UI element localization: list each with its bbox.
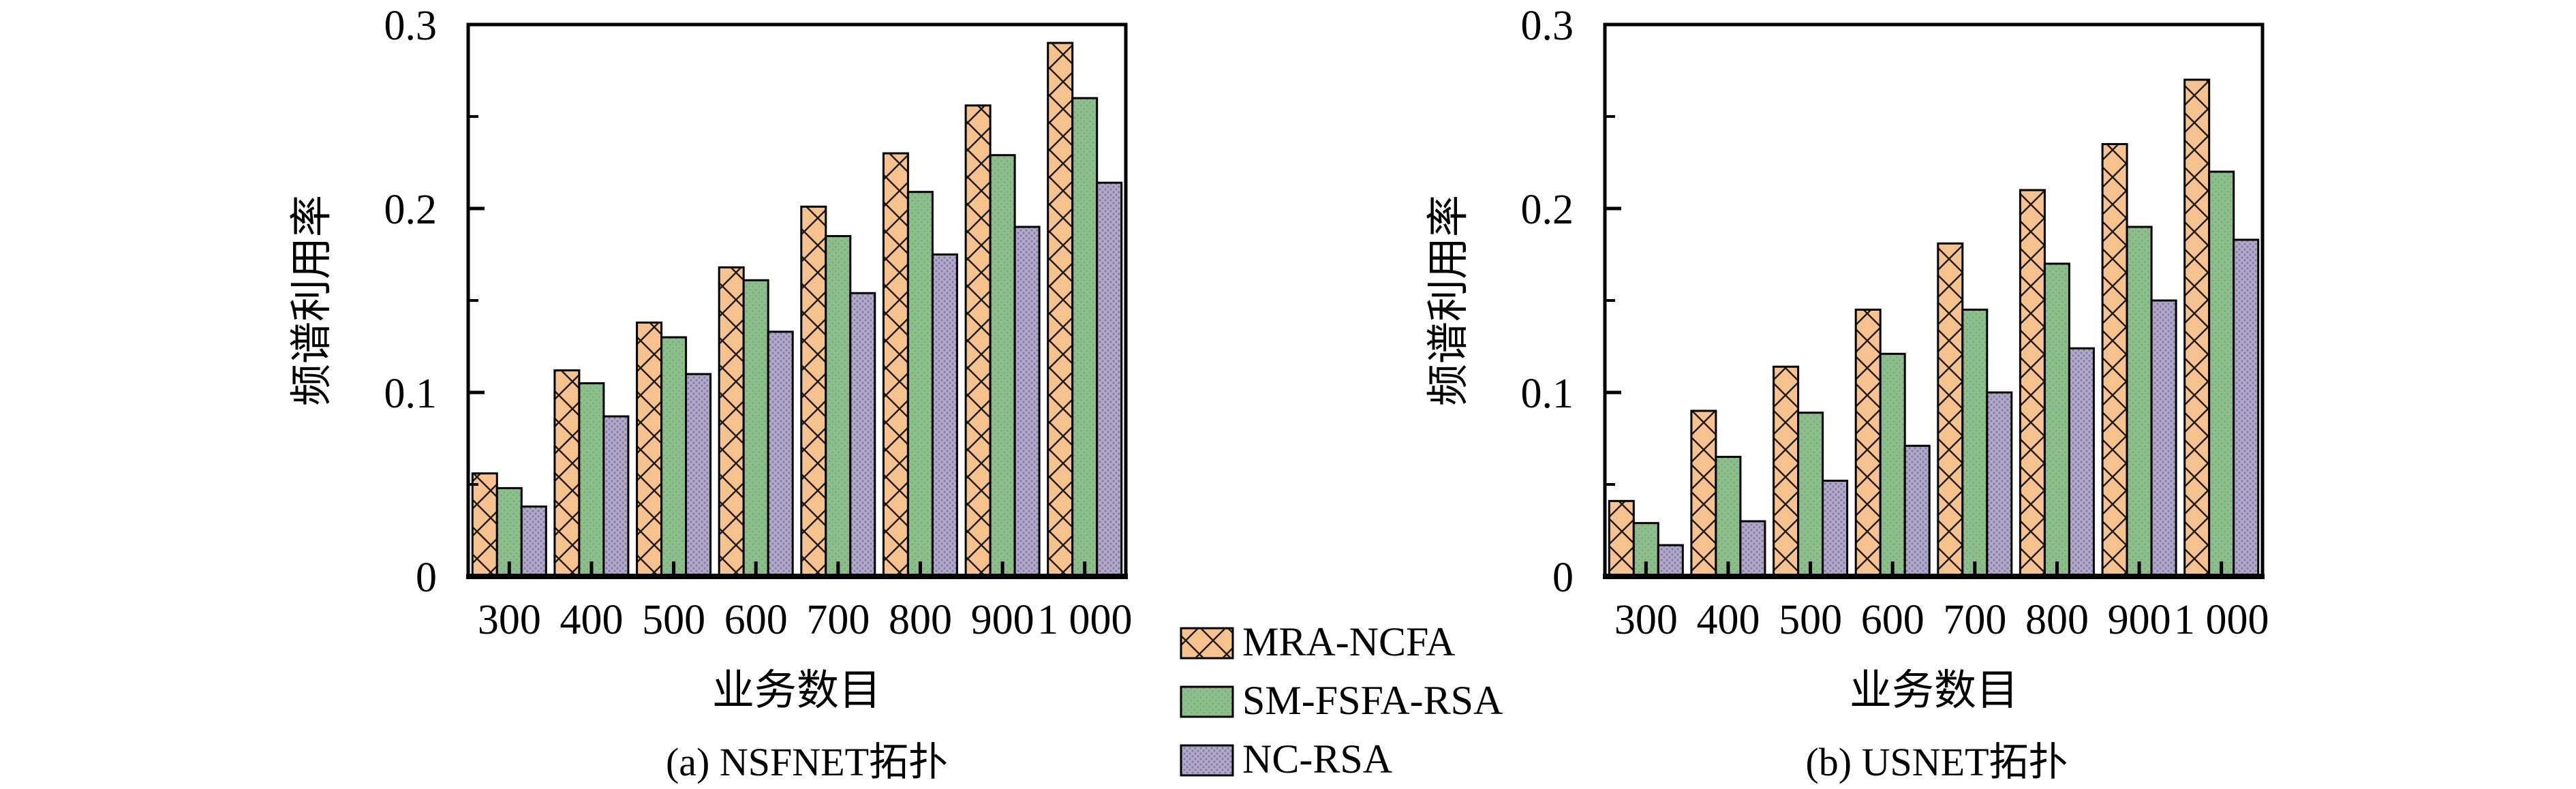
bar-SM-FSFA-RSA-800 <box>906 191 934 578</box>
bar-MRA-NCFA-500 <box>1773 365 1800 578</box>
panel-caption-a: (a) NSFNET拓扑 <box>666 740 948 784</box>
legend-label-nc-rsa: NC-RSA <box>1242 737 1392 782</box>
bar-SM-FSFA-RSA-600 <box>1879 352 1906 578</box>
bar-NC-RSA-500 <box>685 373 712 578</box>
bar-MRA-NCFA-1000 <box>1047 42 1074 578</box>
bar-MRA-NCFA-700 <box>800 205 827 578</box>
x-tick-label-1000: 1 000 <box>2174 597 2269 643</box>
y-axis-title-b: 频谱利用率 <box>1426 195 1472 406</box>
bar-MRA-NCFA-600 <box>718 266 745 578</box>
bar-NC-RSA-900 <box>2150 299 2177 578</box>
bar-SM-FSFA-RSA-900 <box>2126 226 2153 578</box>
x-tick-label-900: 900 <box>2108 597 2171 643</box>
bar-SM-FSFA-RSA-400 <box>578 382 605 578</box>
bar-NC-RSA-500 <box>1822 480 1849 578</box>
bar-SM-FSFA-RSA-500 <box>660 336 688 578</box>
x-tick-label-800: 800 <box>2025 597 2089 643</box>
bar-SM-FSFA-RSA-500 <box>1797 412 1824 578</box>
bar-MRA-NCFA-700 <box>1937 242 1964 578</box>
bar-NC-RSA-700 <box>849 292 876 578</box>
bar-MRA-NCFA-400 <box>553 369 581 578</box>
legend-label-mra-ncfa: MRA-NCFA <box>1242 619 1455 664</box>
chart-panel-a: 300 400 500 600 700 800 900 1 000 0 0.1 0.2 0.3 <box>384 3 1133 643</box>
y-tick-label-0.2: 0.2 <box>384 187 438 233</box>
bar-SM-FSFA-RSA-1000 <box>2208 170 2235 578</box>
x-tick-label-800: 800 <box>889 597 952 643</box>
x-tick-label-400: 400 <box>1696 597 1760 643</box>
x-tick-label-300: 300 <box>478 597 541 643</box>
bar-NC-RSA-600 <box>1903 444 1931 578</box>
legend-swatch-green <box>1180 685 1234 718</box>
bar-NC-RSA-400 <box>1739 520 1766 578</box>
x-tick-label-600: 600 <box>1861 597 1925 643</box>
y-tick-label-0: 0 <box>1552 555 1574 601</box>
y-tick-label-0: 0 <box>416 555 437 601</box>
bar-SM-FSFA-RSA-400 <box>1715 456 1742 578</box>
x-tick-label-600: 600 <box>724 597 788 643</box>
legend: MRA-NCFA SM-FSFA-RSA NC-RSA <box>1180 619 1503 782</box>
x-tick-label-700: 700 <box>806 597 870 643</box>
x-tick-label-500: 500 <box>642 597 705 643</box>
x-axis-title-b: 业务数目 <box>1850 668 2019 714</box>
x-tick-label-400: 400 <box>559 597 623 643</box>
bar-MRA-NCFA-300 <box>1608 499 1635 578</box>
bar-MRA-NCFA-600 <box>1854 309 1882 578</box>
bar-MRA-NCFA-900 <box>964 104 992 578</box>
chart-panel-b: 300 400 500 600 700 800 900 1 000 0 0.1 0.2 0.3 <box>1521 3 2269 643</box>
bar-MRA-NCFA-1000 <box>2183 78 2211 578</box>
bar-MRA-NCFA-400 <box>1690 409 1717 578</box>
legend-swatch-purple <box>1180 744 1234 777</box>
bar-NC-RSA-600 <box>767 330 794 578</box>
bar-NC-RSA-700 <box>1986 391 2013 578</box>
bar-MRA-NCFA-800 <box>2019 189 2046 578</box>
y-tick-label-0.2: 0.2 <box>1521 187 1574 233</box>
bar-SM-FSFA-RSA-700 <box>1961 309 1989 578</box>
bar-NC-RSA-800 <box>931 253 958 578</box>
bar-SM-FSFA-RSA-1000 <box>1071 97 1099 578</box>
bar-NC-RSA-900 <box>1013 226 1041 578</box>
bar-MRA-NCFA-500 <box>636 321 663 578</box>
x-axis-title-a: 业务数目 <box>712 668 881 714</box>
bar-SM-FSFA-RSA-700 <box>825 235 852 578</box>
x-tick-label-300: 300 <box>1614 597 1678 643</box>
bar-NC-RSA-300 <box>1657 544 1684 578</box>
bar-MRA-NCFA-800 <box>882 152 909 578</box>
y-tick-label-0.1: 0.1 <box>1521 371 1574 417</box>
y-tick-label-0.3: 0.3 <box>384 3 438 49</box>
y-tick-label-0.3: 0.3 <box>1521 3 1574 49</box>
panel-caption-b: (b) USNET拓扑 <box>1805 740 2068 784</box>
bar-SM-FSFA-RSA-900 <box>989 154 1016 578</box>
bar-NC-RSA-1000 <box>2233 238 2260 578</box>
x-tick-label-900: 900 <box>971 597 1034 643</box>
legend-label-sm-fsfa-rsa: SM-FSFA-RSA <box>1242 678 1503 723</box>
x-tick-label-700: 700 <box>1943 597 2006 643</box>
x-tick-label-1000: 1 000 <box>1037 597 1133 643</box>
bar-SM-FSFA-RSA-800 <box>2043 262 2070 578</box>
x-tick-label-500: 500 <box>1779 597 1842 643</box>
legend-swatch-crosshatch <box>1180 627 1234 660</box>
bar-NC-RSA-1000 <box>1096 181 1123 578</box>
bar-SM-FSFA-RSA-600 <box>742 279 769 578</box>
bar-MRA-NCFA-900 <box>2101 143 2128 578</box>
bar-MRA-NCFA-300 <box>471 472 498 578</box>
bar-NC-RSA-300 <box>520 505 547 578</box>
bar-NC-RSA-800 <box>2068 347 2095 578</box>
bar-NC-RSA-400 <box>602 415 630 578</box>
y-tick-label-0.1: 0.1 <box>384 371 438 417</box>
y-axis-title-a: 频谱利用率 <box>289 195 335 406</box>
